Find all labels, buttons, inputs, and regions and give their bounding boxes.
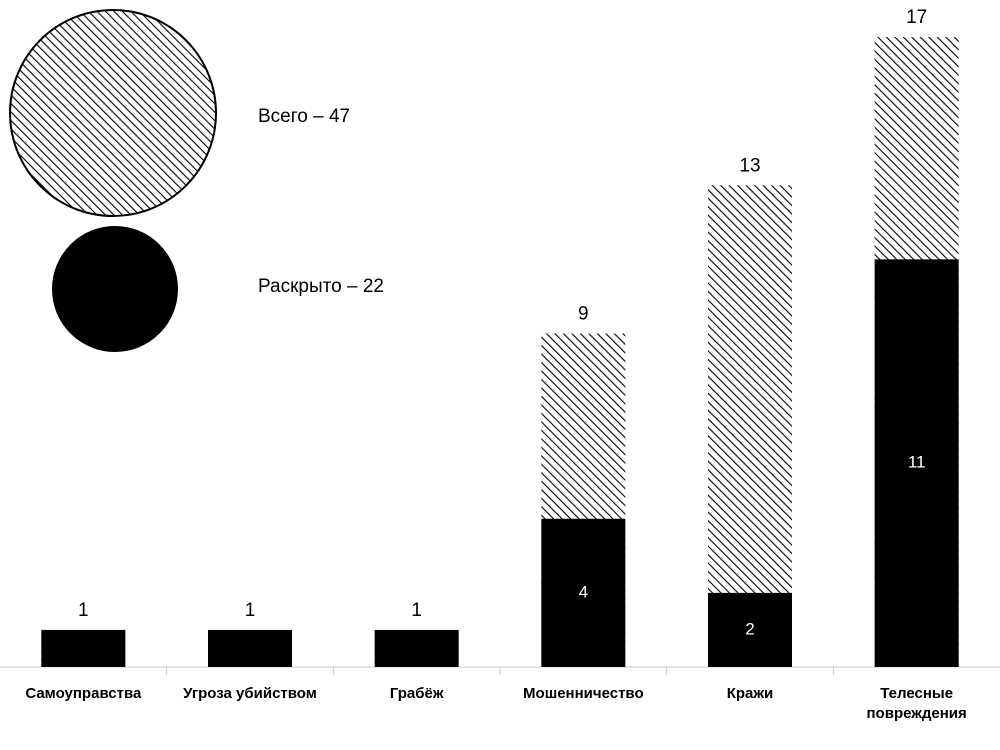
data-label: 1 (411, 600, 422, 621)
bar (708, 185, 792, 667)
legend-label: Раскрыто – 22 (258, 276, 384, 297)
data-label: 2 (745, 619, 754, 638)
bar (374, 629, 459, 667)
legend-swatch (52, 226, 178, 352)
bar (541, 518, 626, 667)
bar (708, 592, 792, 667)
x-tick-label: Телесные повреждения (866, 685, 967, 722)
x-tick-label: Угроза убийством (183, 685, 317, 702)
bar (41, 629, 126, 667)
data-label: 17 (906, 7, 927, 28)
legend-label: Всего – 47 (258, 106, 350, 127)
x-tick-label: Грабёж (389, 685, 444, 702)
x-tick-label: Самоуправства (25, 685, 142, 702)
x-tick-label: Кражи (726, 685, 774, 702)
x-tick-label: Мошенничество (523, 685, 644, 702)
data-label: 9 (578, 303, 589, 324)
legend-swatch (9, 9, 217, 217)
bar (208, 629, 292, 667)
data-label: 1 (245, 600, 256, 621)
data-label: 13 (739, 155, 760, 176)
bar (874, 259, 959, 667)
data-label: 11 (908, 453, 926, 472)
data-label: 4 (579, 582, 588, 601)
data-label: 1 (78, 600, 89, 621)
